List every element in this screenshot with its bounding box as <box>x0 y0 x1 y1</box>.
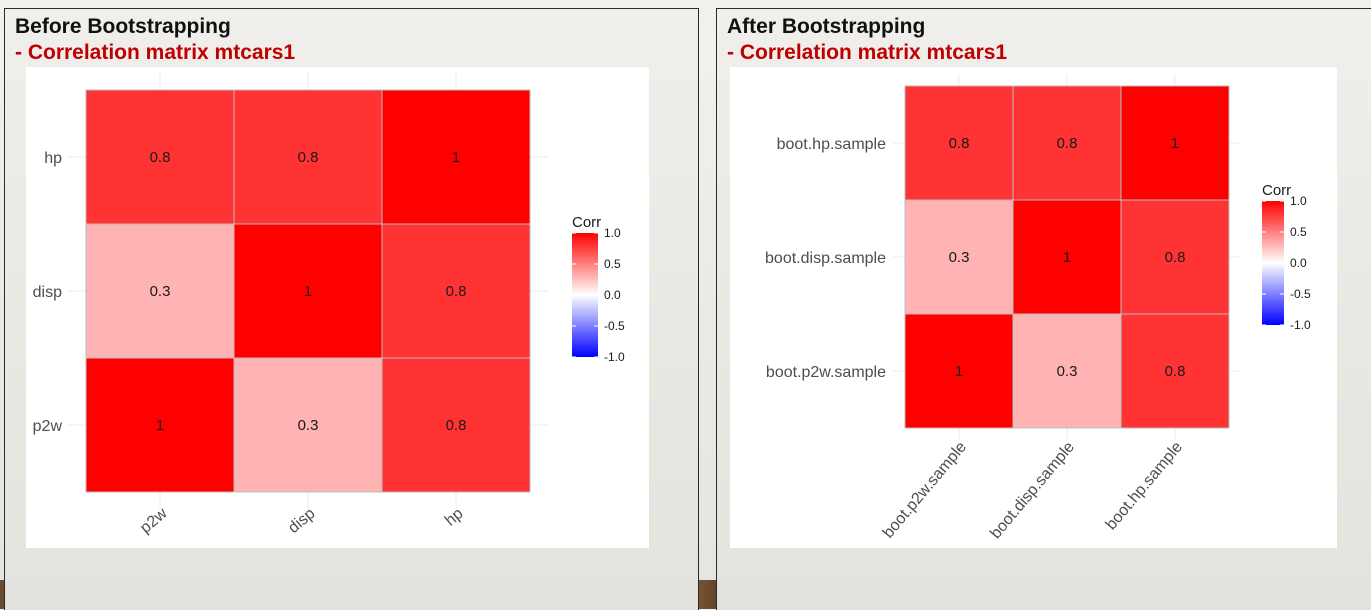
heatmap-cell <box>381 223 531 359</box>
cell-value-label: 0.3 <box>150 283 171 300</box>
cell-value-label: 1 <box>156 417 164 434</box>
y-axis-tick-label: p2w <box>33 418 63 435</box>
legend-tick-label: 0.0 <box>1290 256 1307 270</box>
heatmap-cell <box>904 313 1014 429</box>
cell-value-label: 0.8 <box>1165 363 1186 380</box>
y-axis-tick-label: disp <box>33 284 62 301</box>
panel-subtitle: - Correlation matrix mtcars1 <box>727 41 1008 64</box>
heatmap-cell <box>1012 199 1122 315</box>
legend-tick-label: 1.0 <box>604 226 621 240</box>
y-axis-tick-label: boot.p2w.sample <box>766 364 886 381</box>
cell-value-label: 0.8 <box>150 149 171 166</box>
heatmap-cell <box>1012 313 1122 429</box>
legend-colorbar <box>572 233 598 357</box>
cell-value-label: 1 <box>304 283 312 300</box>
cell-value-label: 1 <box>1171 135 1179 152</box>
cell-value-label: 0.8 <box>446 417 467 434</box>
panel-title-text: After Bootstrapping <box>727 15 926 38</box>
heatmap-cell <box>904 85 1014 201</box>
heatmap-cell <box>85 357 235 493</box>
x-axis-tick-label: hp <box>442 505 467 530</box>
heatmap-cell <box>233 357 383 493</box>
panel-title: Before Bootstrapping - Correlation matri… <box>15 14 295 66</box>
x-axis-tick-label: boot.disp.sample <box>987 439 1078 543</box>
heatmap-cell <box>1120 85 1230 201</box>
legend-tick-label: -1.0 <box>1290 318 1311 332</box>
heatmap-cell <box>1012 85 1122 201</box>
legend-tick-label: 0.0 <box>604 288 621 302</box>
legend-tick-label: 1.0 <box>1290 194 1307 208</box>
panel-subtitle: - Correlation matrix mtcars1 <box>15 41 296 64</box>
x-axis-tick-label: disp <box>285 505 318 537</box>
cell-value-label: 0.8 <box>1057 135 1078 152</box>
cell-value-label: 1 <box>452 149 460 166</box>
cell-value-label: 1 <box>1063 249 1071 266</box>
legend-tick-label: 0.5 <box>604 257 621 271</box>
legend-title: Corr <box>572 214 601 231</box>
y-axis-tick-label: boot.hp.sample <box>777 136 887 153</box>
heatmap-after-svg: 0.8 0.8 1 0.3 1 0.8 1 0.3 0.8 boot.hp.sample boot.… <box>765 74 1311 543</box>
legend-tick-label: -0.5 <box>604 319 625 333</box>
cell-value-label: 0.8 <box>1165 249 1186 266</box>
heatmap-cells: 0.8 0.8 1 0.3 1 0.8 1 0.3 0.8 <box>85 89 531 493</box>
heatmap-cell <box>1120 199 1230 315</box>
heatmap-cells: 0.8 0.8 1 0.3 1 0.8 1 0.3 0.8 <box>904 85 1230 429</box>
y-axis-tick-label: boot.disp.sample <box>765 250 886 267</box>
legend-tick-label: -1.0 <box>604 350 625 364</box>
cell-value-label: 1 <box>955 363 963 380</box>
panel-before-bootstrapping: Before Bootstrapping - Correlation matri… <box>4 8 699 610</box>
heatmap-cell <box>1120 313 1230 429</box>
x-axis-tick-label: p2w <box>137 505 171 537</box>
panel-title: After Bootstrapping - Correlation matrix… <box>727 14 1007 66</box>
cell-value-label: 0.8 <box>298 149 319 166</box>
legend-tick-label: -0.5 <box>1290 287 1311 301</box>
panel-after-bootstrapping: After Bootstrapping - Correlation matrix… <box>716 8 1371 610</box>
heatmap-after: 0.8 0.8 1 0.3 1 0.8 1 0.3 0.8 boot.hp.sample boot.… <box>730 67 1337 548</box>
legend-tick-label: 0.5 <box>1290 225 1307 239</box>
cell-value-label: 0.8 <box>949 135 970 152</box>
cell-value-label: 0.3 <box>949 249 970 266</box>
x-axis-tick-label: boot.p2w.sample <box>880 439 970 542</box>
cell-value-label: 0.3 <box>1057 363 1078 380</box>
x-axis-tick-label: boot.hp.sample <box>1103 439 1186 534</box>
heatmap-before-svg: 0.8 0.8 1 0.3 1 0.8 1 0.3 0.8 hp disp p2w p2w disp hp C… <box>33 72 625 537</box>
panel-title-text: Before Bootstrapping <box>15 15 231 38</box>
heatmap-before: 0.8 0.8 1 0.3 1 0.8 1 0.3 0.8 hp disp p2w p2w disp hp C… <box>26 67 649 548</box>
cell-value-label: 0.3 <box>298 417 319 434</box>
legend-colorbar <box>1262 201 1284 325</box>
y-axis-tick-label: hp <box>44 150 62 167</box>
cell-value-label: 0.8 <box>446 283 467 300</box>
legend-title: Corr <box>1262 182 1291 199</box>
heatmap-cell <box>381 357 531 493</box>
